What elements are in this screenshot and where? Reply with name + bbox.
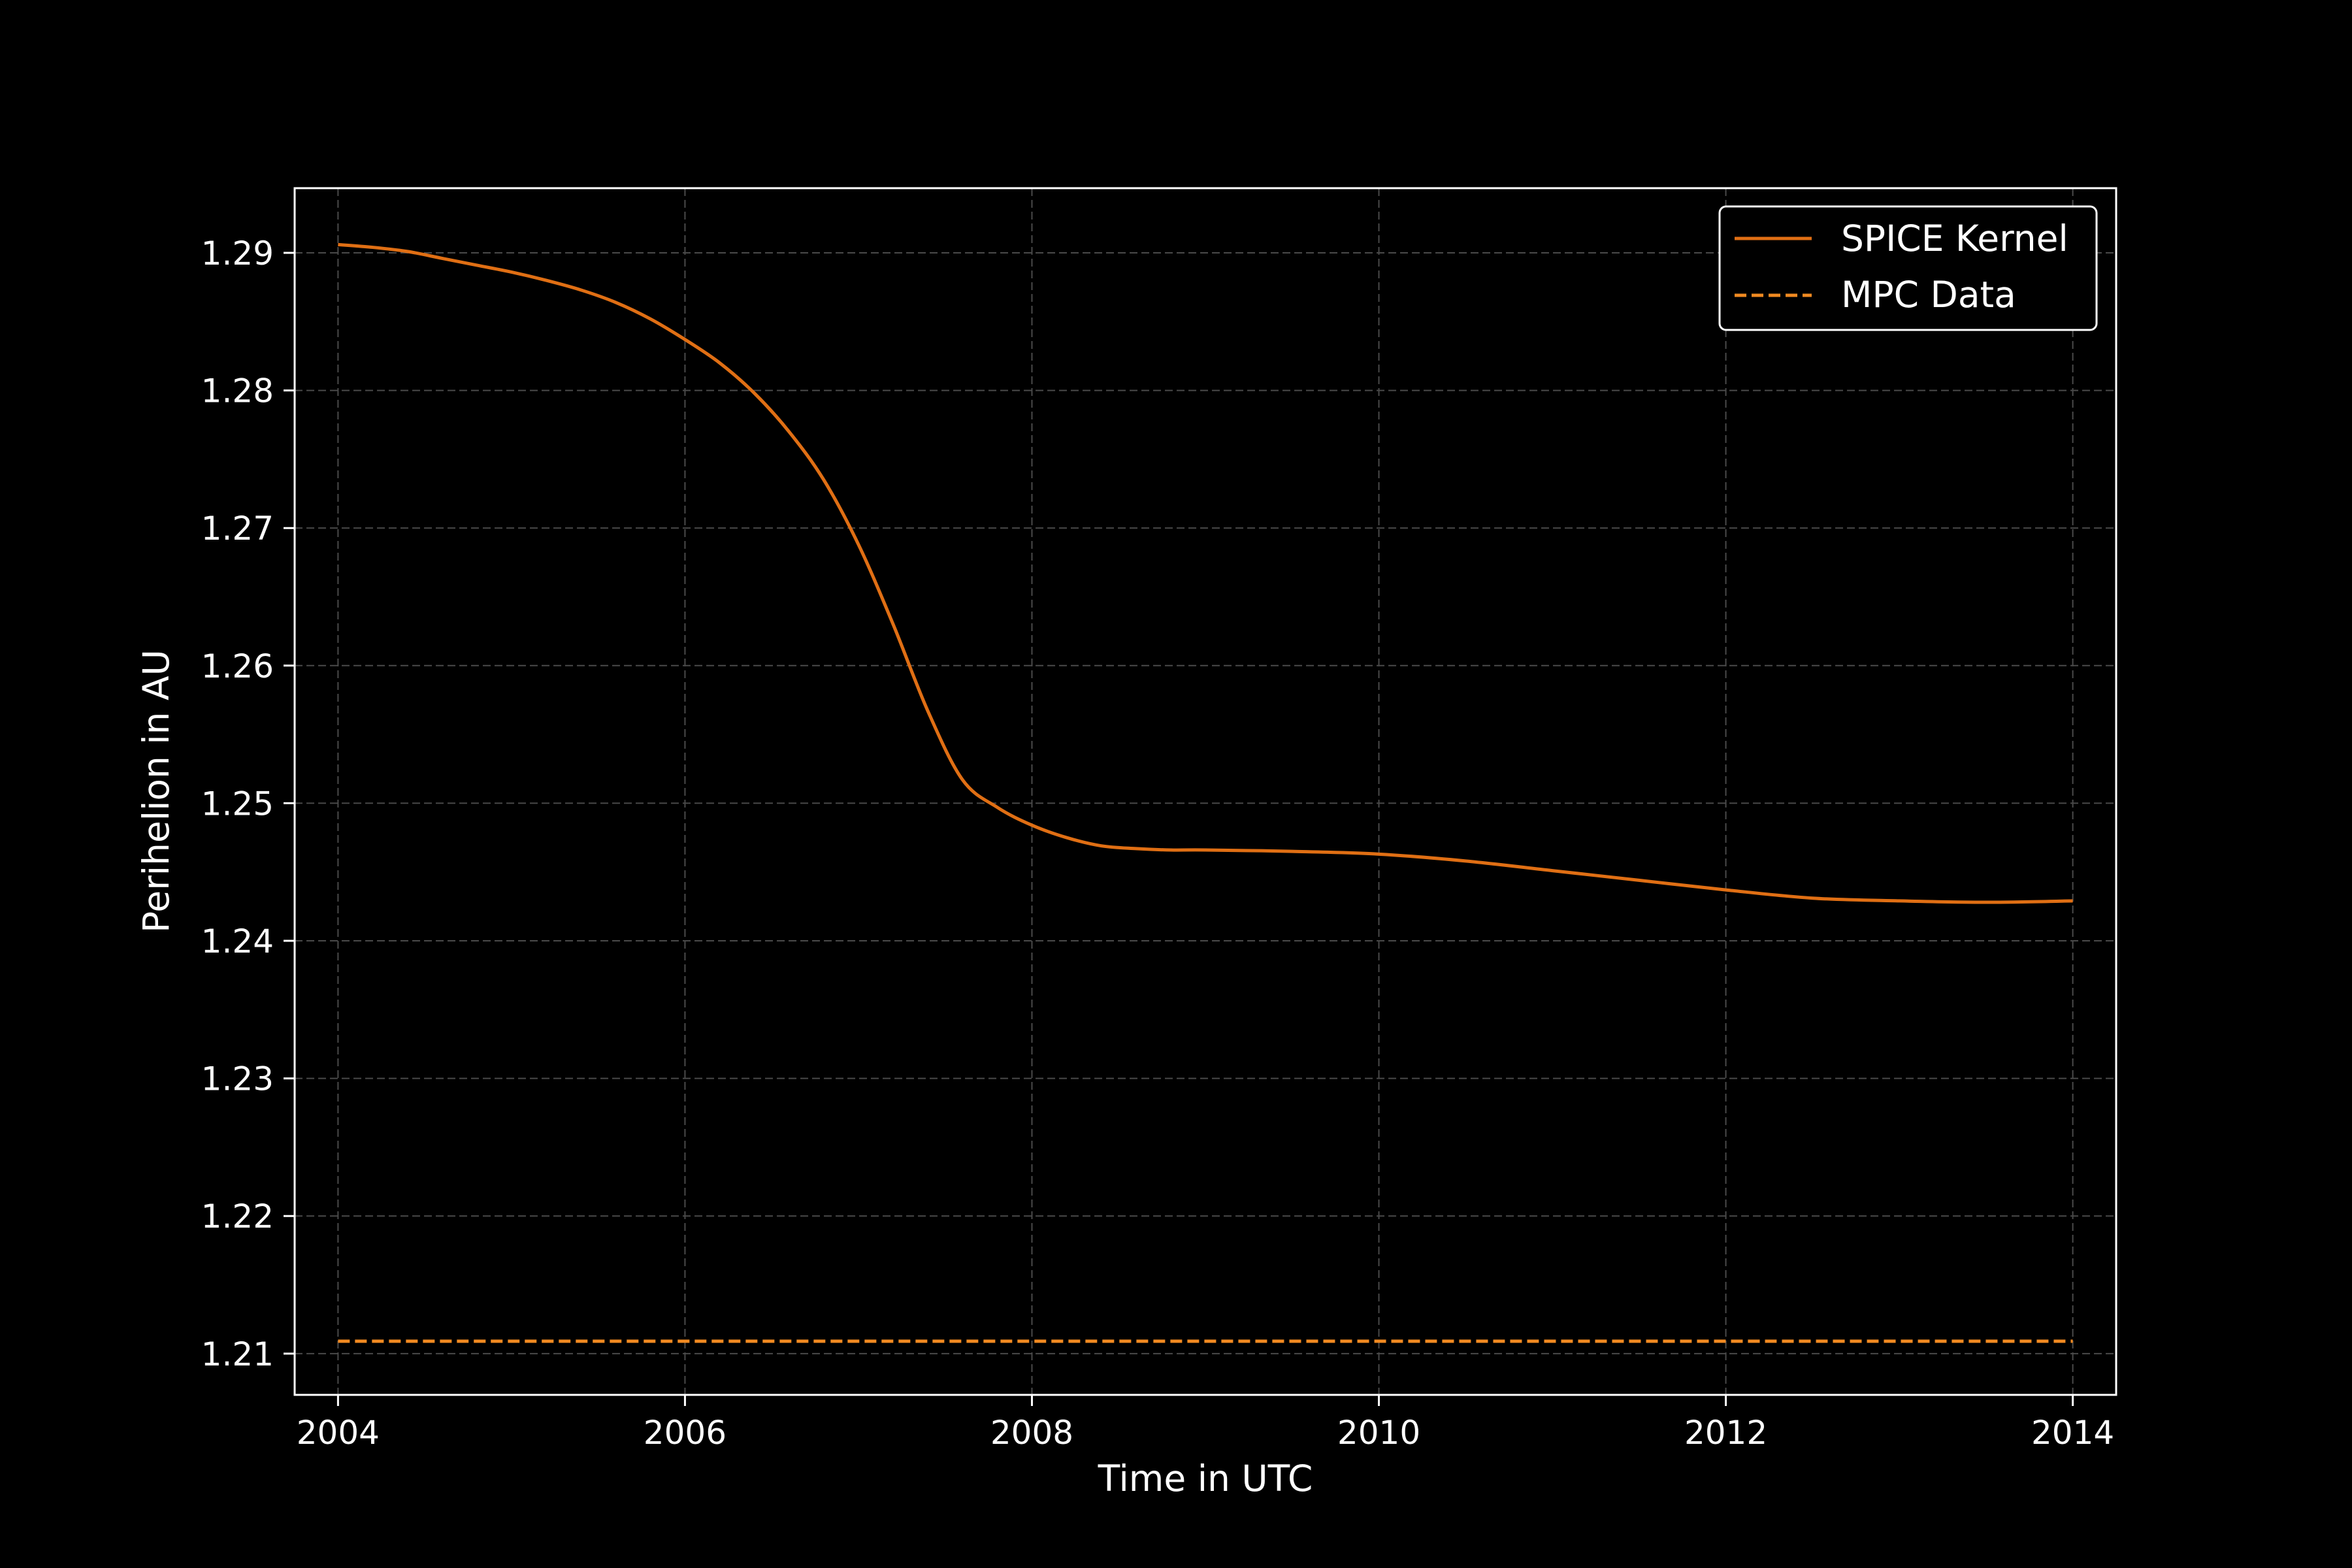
x-tick-label: 2006 <box>644 1414 727 1452</box>
x-tick-label: 2008 <box>990 1414 1073 1452</box>
y-tick-label: 1.26 <box>201 647 274 685</box>
ticks: 2004 2006 2008 2010 2012 2014 1.21 1.22 1.23 1.24… <box>201 235 2115 1452</box>
legend-label-spice-kernel: SPICE Kernel <box>1841 218 2068 259</box>
y-tick-label: 1.29 <box>201 235 274 272</box>
x-axis-label: Time in UTC <box>1098 1458 1313 1499</box>
x-tick-label: 2004 <box>297 1414 380 1452</box>
legend-label-mpc-data: MPC Data <box>1841 274 2016 316</box>
y-tick-label: 1.25 <box>201 785 274 823</box>
y-tick-label: 1.24 <box>201 923 274 960</box>
x-tick-label: 2012 <box>1684 1414 1767 1452</box>
y-tick-label: 1.22 <box>201 1198 274 1235</box>
plot-frame <box>293 187 2117 1396</box>
y-tick-label: 1.23 <box>201 1060 274 1098</box>
legend-box <box>1718 205 2098 331</box>
x-tick-label: 2014 <box>2031 1414 2114 1452</box>
grid <box>295 188 2116 1395</box>
y-tick-label: 1.27 <box>201 510 274 547</box>
series-layer <box>338 242 2073 1343</box>
series-line-spice-kernel <box>338 242 2073 904</box>
x-tick-label: 2010 <box>1337 1414 1420 1452</box>
y-tick-label: 1.21 <box>201 1335 274 1373</box>
y-tick-label: 1.28 <box>201 372 274 410</box>
y-axis-label: Perihelion in AU <box>135 649 177 933</box>
legend: SPICE Kernel MPC Data <box>1718 205 2098 331</box>
